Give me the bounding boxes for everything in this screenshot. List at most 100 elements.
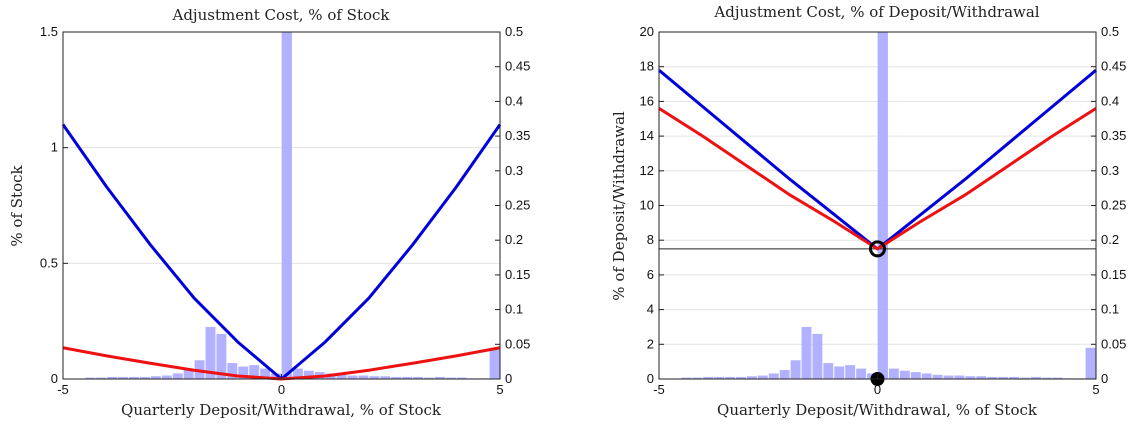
histogram-bar — [85, 377, 96, 379]
histogram-bar — [932, 374, 943, 379]
histogram-bar — [681, 377, 692, 379]
histogram-bar — [303, 370, 314, 379]
y2-tick-label: 0.5 — [505, 24, 523, 39]
chart-right-title: Adjustment Cost, % of Deposit/Withdrawal — [713, 3, 1039, 21]
y2-tick-label: 0.35 — [1101, 128, 1126, 143]
histogram-bar — [834, 366, 845, 379]
histogram-bar — [489, 347, 500, 379]
histogram-bar — [249, 365, 260, 379]
y-tick-label: 20 — [640, 24, 654, 39]
histogram-bar — [779, 369, 790, 379]
y-tick-label: 18 — [640, 59, 654, 74]
y-tick-label: 16 — [640, 93, 654, 108]
histogram-bar — [856, 368, 867, 379]
y-tick-label: 1 — [51, 140, 58, 155]
y2-tick-label: 0.25 — [505, 198, 530, 213]
histogram-bar — [369, 376, 380, 379]
chart-right-ylabel: % of Deposit/Withdrawal — [610, 111, 628, 301]
y2-tick-label: 0.45 — [1101, 59, 1126, 74]
histogram-bar — [139, 376, 150, 379]
histogram-bar — [391, 376, 402, 379]
histogram-bar — [1020, 377, 1030, 379]
histogram-bar — [336, 374, 347, 379]
histogram-bar — [456, 377, 467, 379]
y2-tick-label: 0.05 — [1101, 336, 1126, 351]
histogram-bar — [910, 372, 921, 379]
histogram-bar — [888, 368, 899, 379]
histogram-bar — [801, 326, 812, 379]
histogram-bar — [943, 375, 954, 379]
histogram-bar — [746, 376, 757, 379]
histogram-bar — [976, 376, 987, 379]
x-tick-label: 0 — [278, 382, 285, 397]
y-tick-label: 0.5 — [40, 255, 58, 270]
histogram-bar — [1009, 376, 1020, 379]
histogram-bar — [878, 32, 888, 379]
y2-tick-label: 0.05 — [505, 336, 530, 351]
histogram-bar — [845, 365, 856, 379]
chart-left-title: Adjustment Cost, % of Stock — [172, 6, 391, 24]
y2-tick-label: 0.4 — [1101, 93, 1119, 108]
y-tick-label: 12 — [640, 163, 654, 178]
x-tick-label: -5 — [653, 382, 665, 397]
histogram-bar — [205, 326, 216, 379]
histogram-bar — [768, 373, 779, 379]
y2-tick-label: 0.5 — [1101, 24, 1119, 39]
histogram-bar — [161, 375, 172, 379]
histogram-bar — [183, 369, 194, 379]
chart-left-xlabel: Quarterly Deposit/Withdrawal, % of Stock — [121, 401, 442, 419]
histogram-bar — [703, 376, 714, 379]
y2-tick-label: 0.1 — [505, 302, 523, 317]
histogram-bar — [790, 360, 801, 379]
y2-tick-label: 0.35 — [505, 128, 530, 143]
x-tick-label: 5 — [496, 382, 503, 397]
histogram-bar — [282, 32, 292, 379]
y2-tick-label: 0.15 — [1101, 267, 1126, 282]
y2-tick-label: 0.25 — [1101, 198, 1126, 213]
y2-tick-label: 0.3 — [505, 163, 523, 178]
y-tick-label: 14 — [640, 128, 654, 143]
histogram-bar — [954, 375, 965, 379]
histogram-bar — [987, 376, 998, 379]
histogram-bar — [172, 373, 183, 379]
histogram-bar — [1041, 377, 1052, 379]
histogram-bar — [899, 370, 910, 379]
histogram-bar — [823, 363, 834, 379]
histogram-bar — [1085, 347, 1096, 379]
histogram-bar — [413, 376, 424, 379]
y2-tick-label: 0.15 — [505, 267, 530, 282]
y2-tick-label: 0 — [505, 371, 512, 386]
histogram-bar — [292, 368, 303, 379]
histogram-bar — [150, 376, 161, 379]
y-tick-label: 8 — [647, 232, 654, 247]
histogram-bar — [347, 375, 358, 379]
histogram-bar — [402, 376, 413, 379]
x-tick-label: -5 — [57, 382, 69, 397]
histogram-bar — [735, 376, 746, 379]
y2-tick-label: 0.1 — [1101, 302, 1119, 317]
series-line-red — [658, 107, 1097, 251]
histogram-bar — [260, 368, 271, 379]
x-tick-label: 0 — [874, 382, 881, 397]
histogram-bar — [998, 376, 1009, 379]
chart-left: Adjustment Cost, % of Stock Quarterly De… — [8, 6, 530, 419]
y-tick-label: 10 — [640, 198, 654, 213]
y-tick-label: 1.5 — [40, 24, 58, 39]
histogram-bar — [380, 376, 391, 379]
histogram-bar — [1030, 376, 1041, 379]
histogram-bar — [445, 377, 456, 379]
histogram-bar — [118, 376, 129, 379]
histogram-bar — [424, 377, 434, 379]
histogram-bar — [812, 333, 823, 379]
y2-tick-label: 0.3 — [1101, 163, 1119, 178]
histogram-bar — [238, 366, 249, 379]
chart-right: Adjustment Cost, % of Deposit/Withdrawal… — [610, 3, 1126, 419]
y2-tick-label: 0.2 — [505, 232, 523, 247]
y2-tick-label: 0 — [1101, 371, 1108, 386]
histogram-bar — [216, 333, 227, 379]
histogram-bar — [1052, 377, 1063, 379]
histogram-bar — [358, 375, 369, 379]
y-tick-label: 6 — [647, 267, 654, 282]
y-tick-label: 4 — [647, 302, 654, 317]
